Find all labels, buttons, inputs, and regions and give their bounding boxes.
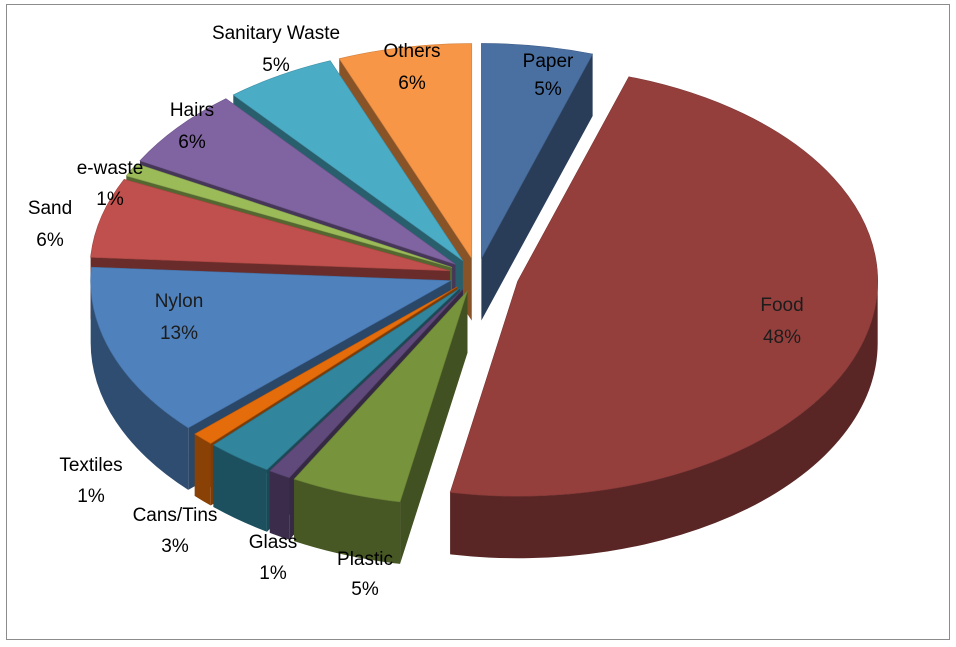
label-food-percent: 48% — [763, 327, 801, 348]
label-cans-tins-name: Cans/Tins — [133, 505, 218, 526]
slice-paper — [481, 43, 594, 321]
label-others-percent: 6% — [398, 73, 426, 94]
slice-sanitary-waste-top — [232, 60, 463, 261]
label-textiles-percent: 1% — [77, 486, 105, 507]
label-sanitary-waste-percent: 5% — [262, 55, 290, 76]
label-sand-percent: 6% — [36, 230, 64, 251]
slice-plastic-top — [293, 290, 468, 503]
slice-cans-tins-wall — [213, 444, 267, 532]
label-plastic-name: Plastic — [337, 549, 393, 570]
label-food-name: Food — [760, 295, 803, 316]
label-e-waste-name: e-waste — [77, 158, 144, 179]
pie-labels: Paper 5% Food 48% Plastic 5% Glass 1% Cans/Tins 3… — [28, 23, 804, 600]
pie-chart: Paper 5% Food 48% Plastic 5% Glass 1% Cans/Tins 3… — [28, 23, 878, 600]
label-paper-name: Paper — [523, 51, 574, 72]
label-hairs-percent: 6% — [178, 132, 206, 153]
label-glass-name: Glass — [249, 532, 298, 553]
slice-glass-top — [269, 289, 463, 479]
slice-cans-tins-top — [212, 287, 461, 471]
slice-food — [449, 76, 878, 559]
label-sanitary-waste-name: Sanitary Waste — [212, 23, 340, 44]
label-e-waste-percent: 1% — [96, 189, 124, 210]
label-hairs-name: Hairs — [170, 100, 214, 121]
slice-paper-side-end — [481, 54, 593, 321]
label-nylon-percent: 13% — [160, 323, 198, 344]
slice-textiles-wall — [194, 434, 211, 506]
slice-nylon-wall — [90, 280, 189, 490]
slice-hairs-top — [139, 98, 456, 265]
slice-sand-top — [90, 178, 450, 272]
pie-slices — [90, 43, 878, 564]
label-sand-name: Sand — [28, 198, 72, 219]
slice-plastic — [293, 290, 468, 564]
label-paper-percent: 5% — [534, 79, 562, 100]
slice-food-top — [449, 76, 878, 497]
chart-frame: Paper 5% Food 48% Plastic 5% Glass 1% Cans/Tins 3… — [6, 4, 950, 640]
slice-plastic-wall — [294, 479, 401, 564]
slice-glass-wall — [269, 470, 290, 540]
slice-food-wall — [450, 281, 878, 559]
slice-nylon-top — [90, 266, 452, 429]
slice-paper-top — [481, 43, 594, 259]
slice-others-top — [338, 43, 473, 260]
label-cans-tins-percent: 3% — [161, 536, 189, 557]
label-plastic-percent: 5% — [351, 579, 379, 600]
slice-textiles-top — [194, 286, 458, 444]
slice-e-waste-top — [125, 163, 453, 268]
label-textiles-name: Textiles — [59, 455, 122, 476]
label-nylon-name: Nylon — [155, 291, 204, 312]
label-glass-percent: 1% — [259, 563, 287, 584]
label-others-name: Others — [383, 41, 440, 62]
